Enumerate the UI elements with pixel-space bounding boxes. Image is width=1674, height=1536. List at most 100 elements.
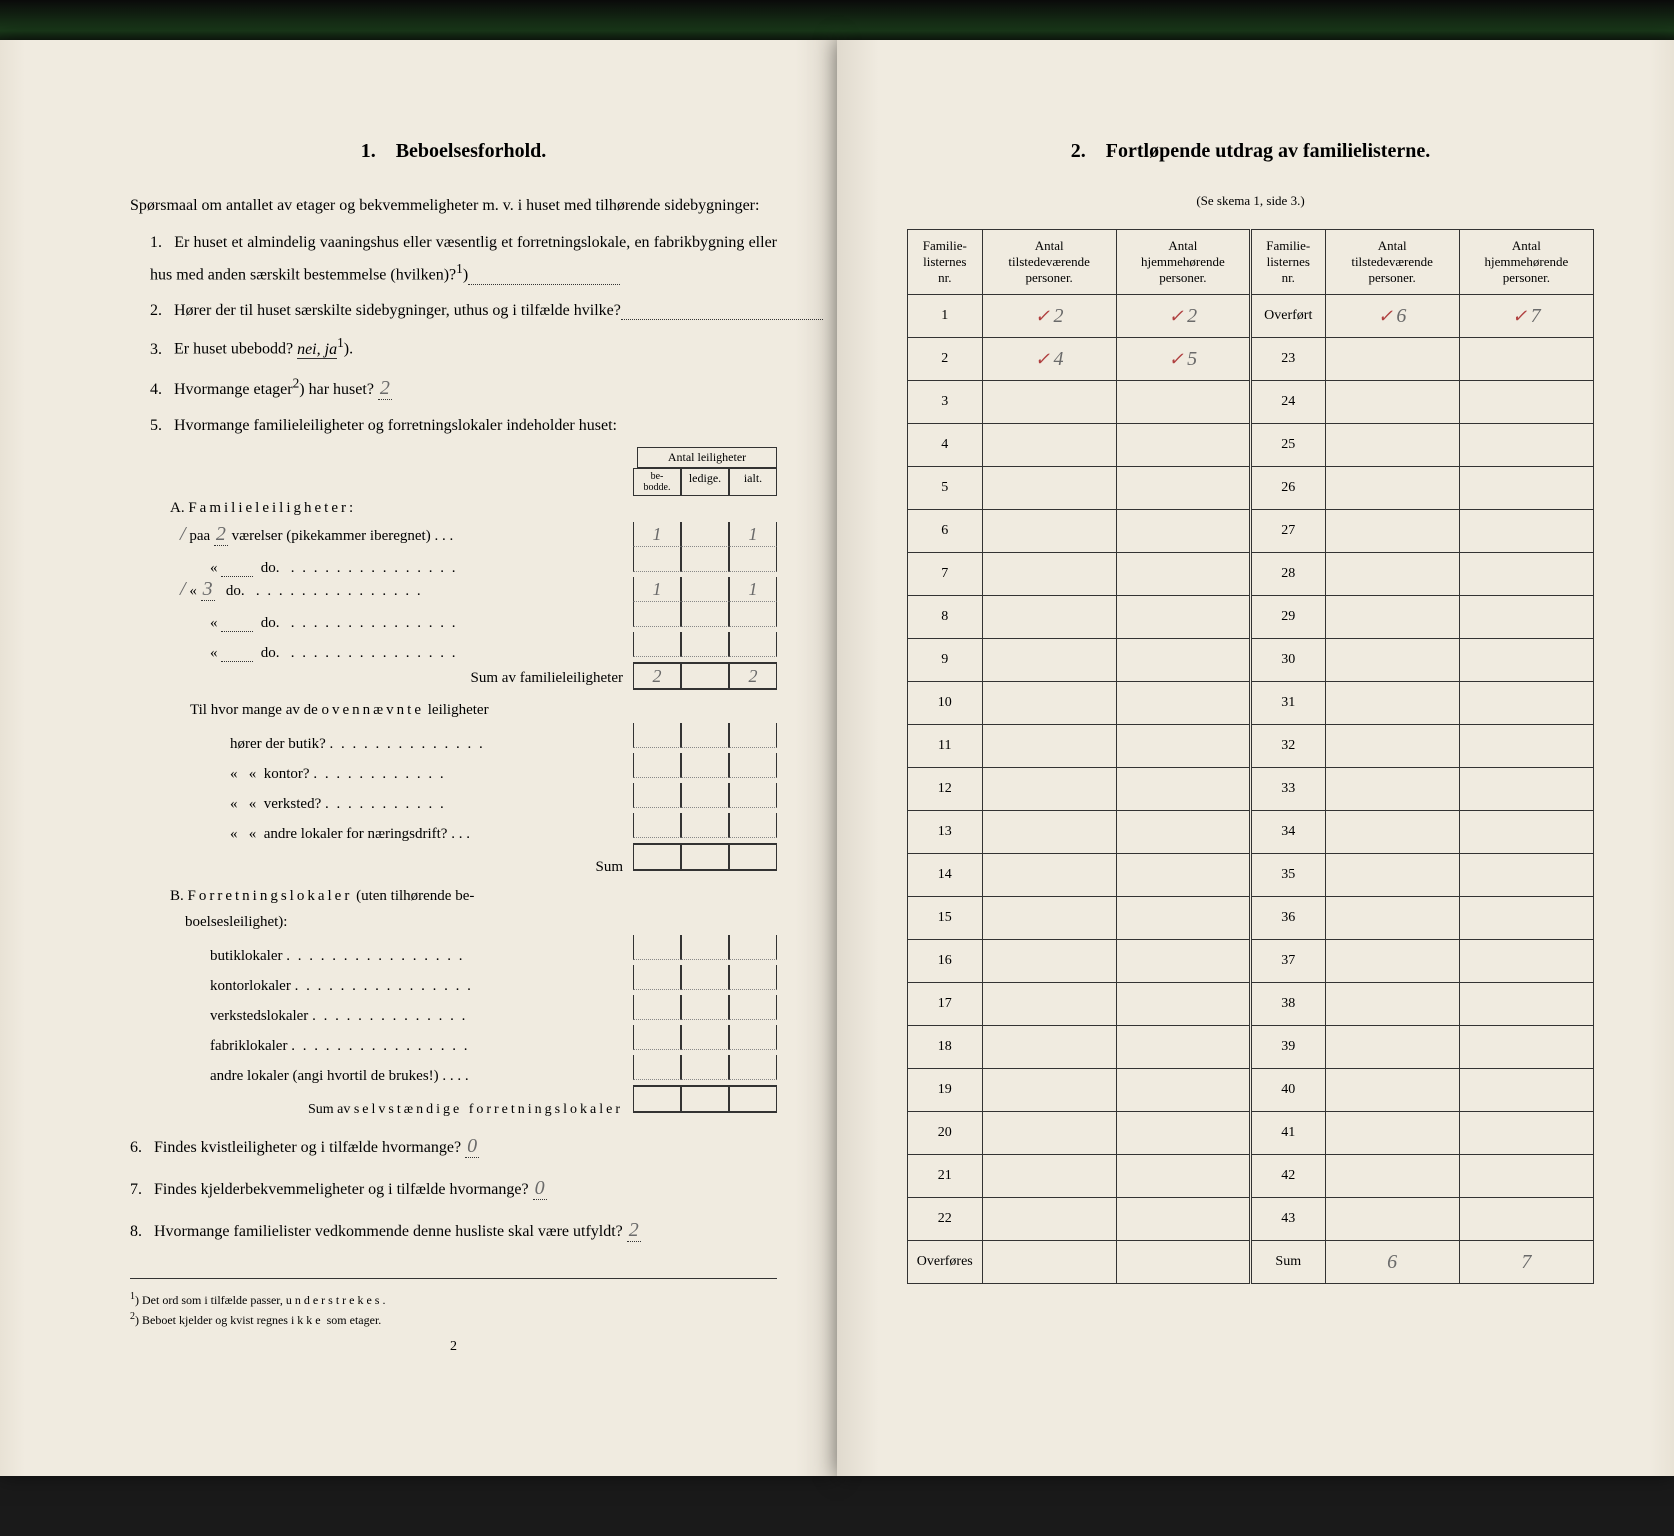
hjemme-cell	[1116, 1198, 1250, 1241]
nr-cell: 5	[908, 467, 983, 510]
table-row: 16 37	[908, 940, 1594, 983]
q4-sup: 2	[293, 376, 300, 391]
a1-ialt: 1	[729, 522, 777, 547]
a3-ialt: 1	[729, 577, 777, 602]
table-row: 22 43	[908, 1198, 1594, 1241]
tilstede-cell-r	[1325, 940, 1459, 983]
hjemme-cell-r	[1459, 1026, 1593, 1069]
question-6: 6. Findes kvistleiligheter og i tilfælde…	[130, 1128, 777, 1164]
kontorlokaler-label: kontorlokaler	[210, 978, 291, 994]
tilstede-cell	[982, 940, 1116, 983]
hjemme-cell: ✓ 2	[1116, 295, 1250, 338]
row-andrelokaler: andre lokaler (angi hvortil de brukes!) …	[130, 1055, 777, 1085]
a1-bebodde: 1	[633, 522, 681, 547]
sum-ialt: 2	[729, 662, 777, 690]
tilstede-cell	[982, 553, 1116, 596]
tilstede-cell-r	[1325, 1198, 1459, 1241]
vaerelser-label: værelser (pikekammer iberegnet)	[232, 528, 431, 544]
nr-cell: 6	[908, 510, 983, 553]
nr-cell-r: 43	[1250, 1198, 1325, 1241]
a3-bebodde: 1	[633, 577, 681, 602]
tilstede-cell-r	[1325, 897, 1459, 940]
hjemme-cell	[1116, 768, 1250, 811]
sum-label: Sum	[130, 859, 633, 876]
tilstede-cell-r	[1325, 811, 1459, 854]
hjemme-cell-r	[1459, 897, 1593, 940]
section-2-num: 2.	[1071, 140, 1086, 162]
hjemme-cell	[1116, 940, 1250, 983]
q5-text: Hvormange familieleiligheter og forretni…	[174, 417, 617, 434]
q7-answer: 0	[533, 1177, 547, 1200]
nr-cell-r: 34	[1250, 811, 1325, 854]
col-ledige: ledige.	[681, 468, 729, 496]
tilstede-cell-r	[1325, 768, 1459, 811]
hjemme-cell-r	[1459, 381, 1593, 424]
hjemme-cell	[1116, 682, 1250, 725]
table-row: 5 26	[908, 467, 1594, 510]
hjemme-cell: ✓ 5	[1116, 338, 1250, 381]
table-row: 3 24	[908, 381, 1594, 424]
nr-cell-r: Overført	[1250, 295, 1325, 338]
nr-cell: 2	[908, 338, 983, 381]
hjemme-cell-r	[1459, 510, 1593, 553]
row-sum-selvstaendige: Sum av selvstændige forretningslokaler	[130, 1085, 777, 1118]
hjemme-cell	[1116, 983, 1250, 1026]
tilstede-cell-r	[1325, 725, 1459, 768]
section-num: 1.	[361, 140, 376, 162]
right-page: 2. Fortløpende utdrag av familielisterne…	[837, 40, 1674, 1476]
nr-cell: 21	[908, 1155, 983, 1198]
nr-cell: 1	[908, 295, 983, 338]
hjemme-cell-r	[1459, 553, 1593, 596]
hjemme-cell	[1116, 510, 1250, 553]
page-number: 2	[130, 1339, 777, 1355]
hjemme-cell	[1116, 639, 1250, 682]
q1-blank	[468, 267, 620, 285]
tilstede-cell	[982, 768, 1116, 811]
q3-options: nei, ja	[297, 341, 337, 359]
q3-text: Er huset ubebodd?	[174, 341, 293, 358]
nr-cell: 17	[908, 983, 983, 1026]
q7-text: Findes kjelderbekvemmeligheter og i tilf…	[154, 1181, 529, 1198]
row-a3: / « 3 do. . . . . . . . . . . . . . . . …	[130, 577, 777, 602]
left-page: 1. Beboelsesforhold. Spørsmaal om antall…	[0, 40, 837, 1476]
tilstede-cell: ✓ 2	[982, 295, 1116, 338]
question-7: 7. Findes kjelderbekvemmeligheter og i t…	[130, 1170, 777, 1206]
q4-rest: har huset?	[309, 381, 374, 398]
question-1: 1. Er huset et almindelig vaaningshus el…	[150, 229, 777, 291]
q4-answer: 2	[378, 377, 392, 400]
tilstede-cell	[982, 983, 1116, 1026]
footnote-1: 1) Det ord som i tilfælde passer, unders…	[130, 1289, 777, 1309]
nr-cell-r: 38	[1250, 983, 1325, 1026]
hjemme-cell	[1116, 1155, 1250, 1198]
table-row: 8 29	[908, 596, 1594, 639]
nr-cell-r: 26	[1250, 467, 1325, 510]
table-row: 18 39	[908, 1026, 1594, 1069]
hjemme-cell	[1116, 553, 1250, 596]
question-5: 5. Hvormange familieleiligheter og forre…	[150, 412, 777, 441]
family-table-header: Familie-listernesnr. Antaltilstedeværend…	[908, 230, 1594, 295]
hjemme-cell-r	[1459, 682, 1593, 725]
nr-cell-r: 42	[1250, 1155, 1325, 1198]
hjemme-cell-r	[1459, 983, 1593, 1026]
col-tilstede-2: Antaltilstedeværendepersoner.	[1325, 230, 1459, 295]
tilstede-cell	[982, 1026, 1116, 1069]
table-row: 6 27	[908, 510, 1594, 553]
tilstede-cell-r	[1325, 381, 1459, 424]
hjemme-cell	[1116, 424, 1250, 467]
tilstede-cell-r	[1325, 854, 1459, 897]
section-a-label: A. Familieleiligheter:	[130, 496, 777, 522]
row-sum-familie: Sum av familieleiligheter 2 2	[130, 662, 777, 690]
q6-answer: 0	[465, 1135, 479, 1158]
hjemme-cell-r	[1459, 639, 1593, 682]
table-row: 2 ✓ 4 ✓ 5 23	[908, 338, 1594, 381]
nr-cell-r: 40	[1250, 1069, 1325, 1112]
hjemme-cell	[1116, 381, 1250, 424]
section-2-title: 2. Fortløpende utdrag av familielisterne…	[907, 140, 1594, 163]
hjemme-cell-r	[1459, 854, 1593, 897]
nr-cell: 14	[908, 854, 983, 897]
nr-cell-r: 41	[1250, 1112, 1325, 1155]
hjemme-cell-r	[1459, 1198, 1593, 1241]
q4-text: Hvormange etager	[174, 381, 293, 398]
row-a4: « do. . . . . . . . . . . . . . . .	[130, 602, 777, 632]
tilstede-cell	[982, 381, 1116, 424]
